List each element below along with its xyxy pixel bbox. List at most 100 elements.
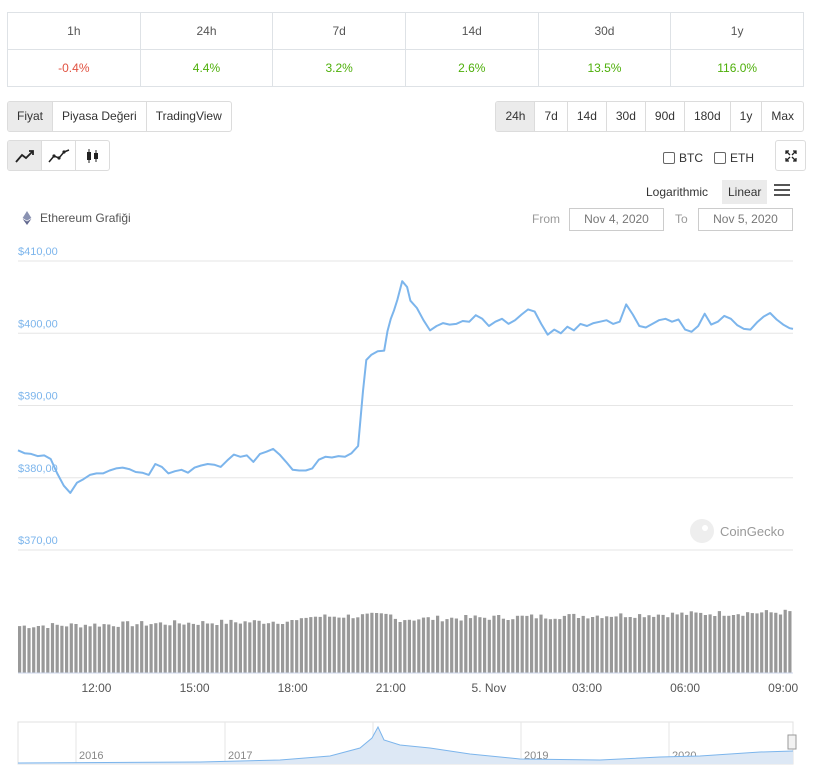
volume-bar [468,618,473,673]
tab-tradingview[interactable]: TradingView [145,102,231,131]
volume-bar [788,611,792,673]
volume-bar [619,613,623,673]
volume-bar [154,623,158,673]
volume-bar [304,617,308,673]
scale-logarithmic-button[interactable]: Logarithmic [646,185,709,199]
volume-bar [666,617,670,673]
volume-bar [609,616,613,673]
period-change-value: 116.0% [670,49,804,87]
tab-piyasa-de-eri[interactable]: Piyasa Değeri [52,102,146,131]
volume-bar [595,615,599,673]
volume-bar [548,619,552,673]
volume-bar [473,615,477,673]
fullscreen-button[interactable] [775,140,806,171]
volume-bar [633,617,637,673]
range-tab-24h[interactable]: 24h [496,102,535,131]
volume-bar [144,625,148,673]
volume-bar [708,614,712,673]
volume-bar [605,616,609,673]
range-tab-1y[interactable]: 1y [729,102,762,131]
volume-bar [511,619,515,673]
volume-bar [140,621,144,673]
volume-bar [285,621,289,673]
checkbox-icon [714,152,726,164]
volume-bar [121,621,125,673]
scale-linear-button[interactable]: Linear [722,180,768,204]
volume-bar [403,620,407,673]
range-tab-30d[interactable]: 30d [605,102,645,131]
volume-bar [360,614,365,673]
volume-bar [501,618,505,673]
y-tick-label: $390,00 [18,391,58,403]
volume-bar [530,614,534,673]
volume-bar [328,616,332,673]
volume-bar [412,620,416,673]
y-tick-label: $380,00 [18,463,58,475]
volume-bar [699,612,703,673]
range-tab-max[interactable]: Max [761,102,803,131]
volume-bar [421,617,426,673]
to-date-input[interactable]: Nov 5, 2020 [698,208,793,231]
volume-bar [562,615,566,673]
volume-bar [459,620,463,673]
volume-bar [544,618,548,673]
volume-bar [332,616,336,673]
volume-bar [572,613,576,673]
volume-bar [318,616,322,673]
volume-bar [351,618,355,673]
volume-bar [534,618,538,673]
range-tab-180d[interactable]: 180d [683,102,730,131]
x-tick-label: 21:00 [376,681,406,695]
volume-bar [731,615,736,673]
volume-bar [727,615,731,673]
smooth-line-chart-icon[interactable] [41,141,75,170]
volume-bar [483,617,487,673]
volume-bar [713,616,717,673]
volume-bar [102,624,106,673]
volume-bar [736,614,740,673]
tab-fiyat[interactable]: Fiyat [8,102,53,131]
volume-bar [567,614,571,673]
compare-eth-checkbox[interactable]: ETH [714,151,754,165]
candlestick-icon[interactable] [75,141,109,170]
range-tab-90d[interactable]: 90d [644,102,684,131]
range-tab-14d[interactable]: 14d [566,102,606,131]
volume-bar [675,614,679,673]
line-chart-icon[interactable] [8,141,41,170]
from-date-input[interactable]: Nov 4, 2020 [569,208,664,231]
navigator[interactable]: 20162017201820192020 [17,721,797,765]
volume-bar [722,615,726,673]
volume-bar [50,623,55,673]
volume-bar [384,613,388,673]
volume-bar [750,613,754,673]
volume-bar [224,623,228,673]
volume-bar [243,621,247,673]
volume-bar [591,617,595,673]
volume-bar [210,623,214,673]
volume-bar [525,615,529,673]
volume-bar [60,625,64,673]
navigator-handle[interactable] [787,734,797,750]
volume-bar [205,623,210,673]
range-tab-7d[interactable]: 7d [534,102,566,131]
volume-bar [539,614,543,673]
to-label: To [675,212,688,226]
chart-menu-button[interactable] [773,183,791,202]
compare-btc-checkbox[interactable]: BTC [663,151,703,165]
volume-bar [111,626,116,673]
volume-bar [309,617,313,673]
x-tick-label: 12:00 [81,681,111,695]
volume-bar [436,615,440,673]
volume-bar [431,619,435,673]
checkbox-icon [663,152,675,164]
volume-bar [229,619,233,673]
volume-bar [628,617,632,673]
chart-type-selector [7,140,110,171]
volume-bar [290,620,294,673]
navigator-area [18,727,793,764]
volume-bar [741,615,745,673]
volume-bar [215,625,219,673]
volume-bar [55,624,59,673]
x-tick-label: 03:00 [572,681,602,695]
volume-bar [497,615,501,673]
